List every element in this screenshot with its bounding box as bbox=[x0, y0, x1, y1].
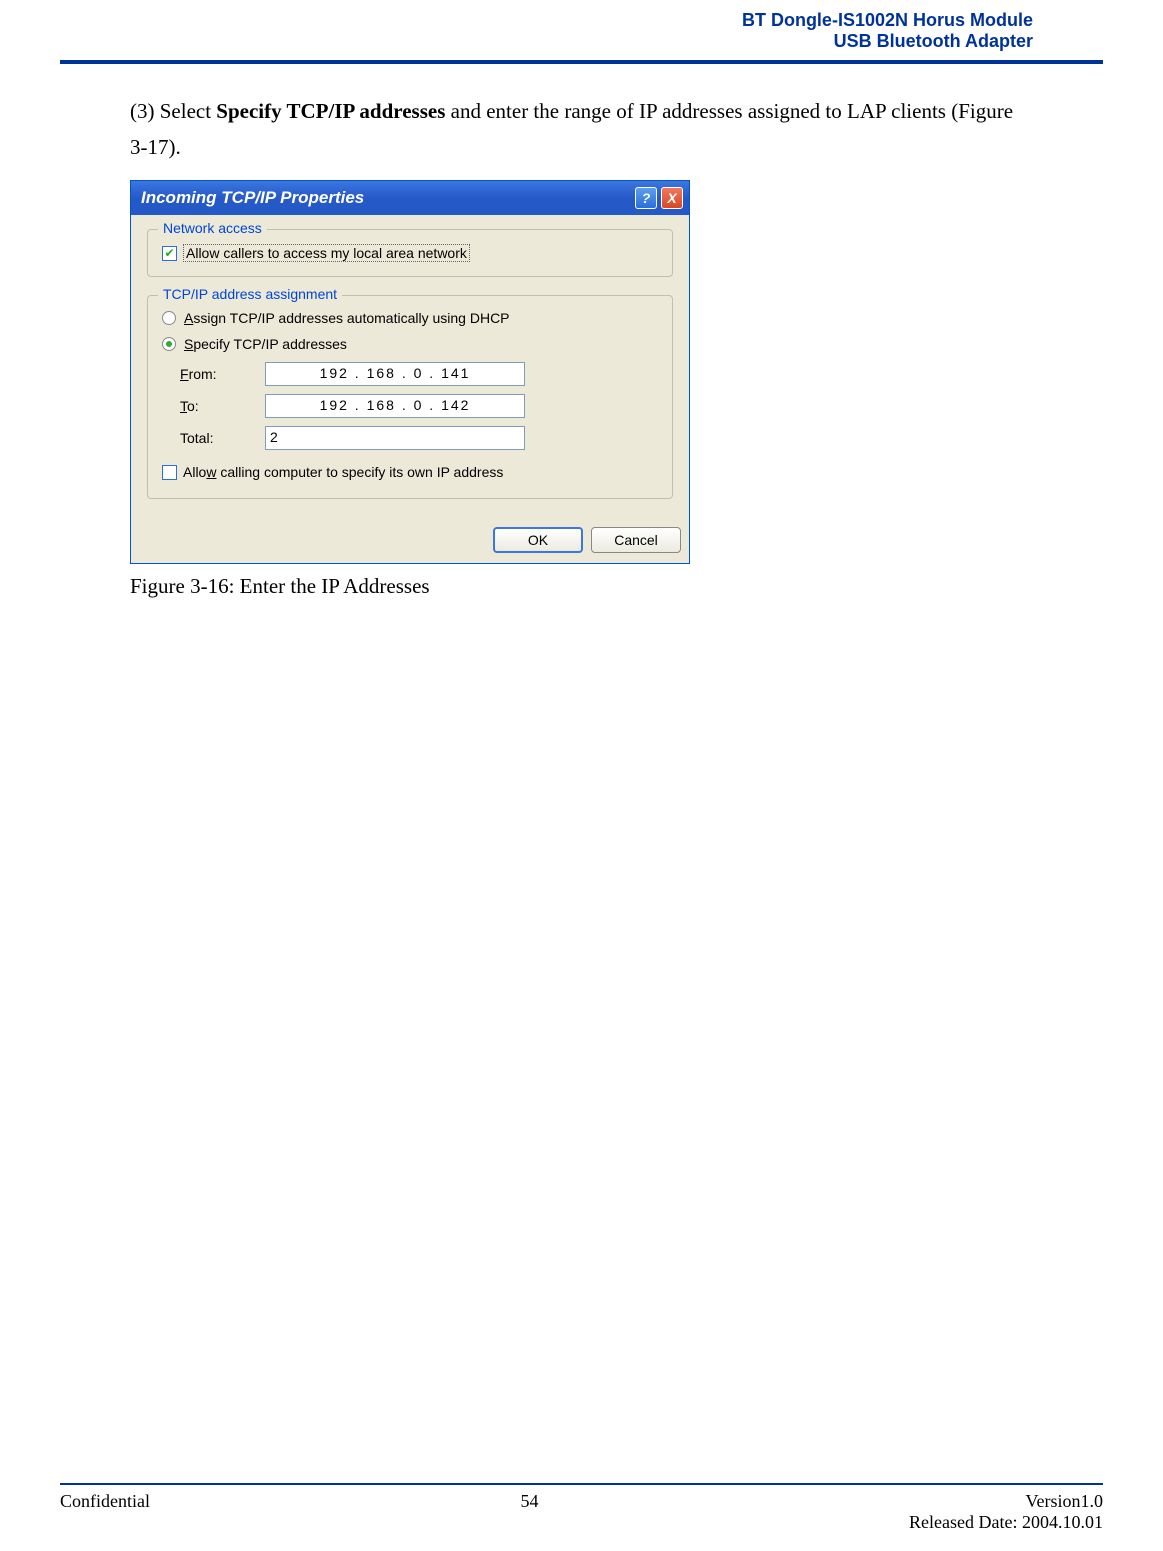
radio-dhcp[interactable] bbox=[162, 311, 176, 325]
radio-specify-label: Specify TCP/IP addresses bbox=[184, 336, 347, 352]
page-header: BT Dongle-IS1002N Horus Module USB Bluet… bbox=[0, 0, 1163, 52]
network-access-group: Network access ✔ Allow callers to access… bbox=[147, 229, 673, 277]
allow-own-ip-checkbox[interactable]: ✔ bbox=[162, 465, 177, 480]
dialog-titlebar: Incoming TCP/IP Properties ? X bbox=[131, 181, 689, 215]
from-input[interactable]: 192 . 168 . 0 . 141 bbox=[265, 362, 525, 386]
help-button[interactable]: ? bbox=[635, 187, 657, 209]
para-prefix: (3) Select bbox=[130, 99, 216, 123]
instruction-paragraph: (3) Select Specify TCP/IP addresses and … bbox=[130, 94, 1033, 165]
titlebar-buttons: ? X bbox=[635, 187, 683, 209]
tcpip-assignment-legend: TCP/IP address assignment bbox=[158, 286, 342, 302]
allow-callers-row[interactable]: ✔ Allow callers to access my local area … bbox=[162, 244, 658, 262]
allow-own-ip-row[interactable]: ✔ Allow calling computer to specify its … bbox=[162, 464, 658, 480]
footer-left: Confidential bbox=[60, 1491, 150, 1533]
footer-center: 54 bbox=[521, 1491, 539, 1533]
allow-own-ip-label: Allow calling computer to specify its ow… bbox=[183, 464, 503, 480]
para-bold: Specify TCP/IP addresses bbox=[216, 99, 445, 123]
allow-callers-checkbox[interactable]: ✔ bbox=[162, 246, 177, 261]
from-label: From: bbox=[180, 366, 265, 382]
to-label: To: bbox=[180, 398, 265, 414]
total-label: Total: bbox=[180, 430, 265, 446]
dialog-title: Incoming TCP/IP Properties bbox=[141, 188, 364, 208]
footer-row: Confidential 54 Version1.0 Released Date… bbox=[60, 1491, 1103, 1533]
tcpip-assignment-group: TCP/IP address assignment Assign TCP/IP … bbox=[147, 295, 673, 499]
page-content: (3) Select Specify TCP/IP addresses and … bbox=[0, 64, 1163, 599]
dialog-body: Network access ✔ Allow callers to access… bbox=[131, 215, 689, 527]
footer-right: Version1.0 Released Date: 2004.10.01 bbox=[909, 1491, 1103, 1533]
radio-dhcp-label: Assign TCP/IP addresses automatically us… bbox=[184, 310, 510, 326]
total-row: Total: 2 bbox=[180, 426, 658, 450]
ok-button[interactable]: OK bbox=[493, 527, 583, 553]
tcpip-dialog: Incoming TCP/IP Properties ? X Network a… bbox=[130, 180, 690, 564]
footer-version: Version1.0 bbox=[1026, 1491, 1104, 1511]
close-button[interactable]: X bbox=[661, 187, 683, 209]
footer-rule bbox=[60, 1483, 1103, 1485]
figure-caption: Figure 3-16: Enter the IP Addresses bbox=[130, 574, 1033, 599]
from-row: From: 192 . 168 . 0 . 141 bbox=[180, 362, 658, 386]
total-input[interactable]: 2 bbox=[265, 426, 525, 450]
footer-date: Released Date: 2004.10.01 bbox=[909, 1512, 1103, 1532]
page-footer: Confidential 54 Version1.0 Released Date… bbox=[60, 1483, 1103, 1533]
radio-dhcp-row[interactable]: Assign TCP/IP addresses automatically us… bbox=[162, 310, 658, 326]
to-input[interactable]: 192 . 168 . 0 . 142 bbox=[265, 394, 525, 418]
network-access-legend: Network access bbox=[158, 220, 267, 236]
radio-specify-row[interactable]: Specify TCP/IP addresses bbox=[162, 336, 658, 352]
allow-callers-label: Allow callers to access my local area ne… bbox=[183, 244, 470, 262]
to-row: To: 192 . 168 . 0 . 142 bbox=[180, 394, 658, 418]
header-line1: BT Dongle-IS1002N Horus Module bbox=[0, 10, 1033, 31]
dialog-buttons: OK Cancel bbox=[131, 527, 689, 563]
header-line2: USB Bluetooth Adapter bbox=[0, 31, 1033, 52]
radio-specify[interactable] bbox=[162, 337, 176, 351]
cancel-button[interactable]: Cancel bbox=[591, 527, 681, 553]
